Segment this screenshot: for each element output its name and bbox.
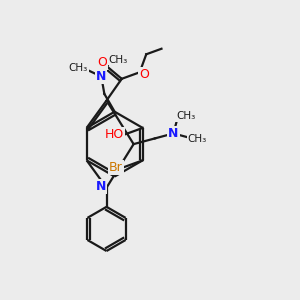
Text: HO: HO [105,128,124,142]
Text: CH₃: CH₃ [108,55,127,64]
Text: O: O [139,68,149,81]
Text: CH₃: CH₃ [188,134,207,144]
Text: O: O [98,56,107,69]
Text: Br: Br [109,161,123,174]
Text: N: N [96,70,106,83]
Text: CH₃: CH₃ [69,63,88,73]
Text: N: N [96,180,106,193]
Text: N: N [168,127,178,140]
Text: CH₃: CH₃ [176,111,196,121]
